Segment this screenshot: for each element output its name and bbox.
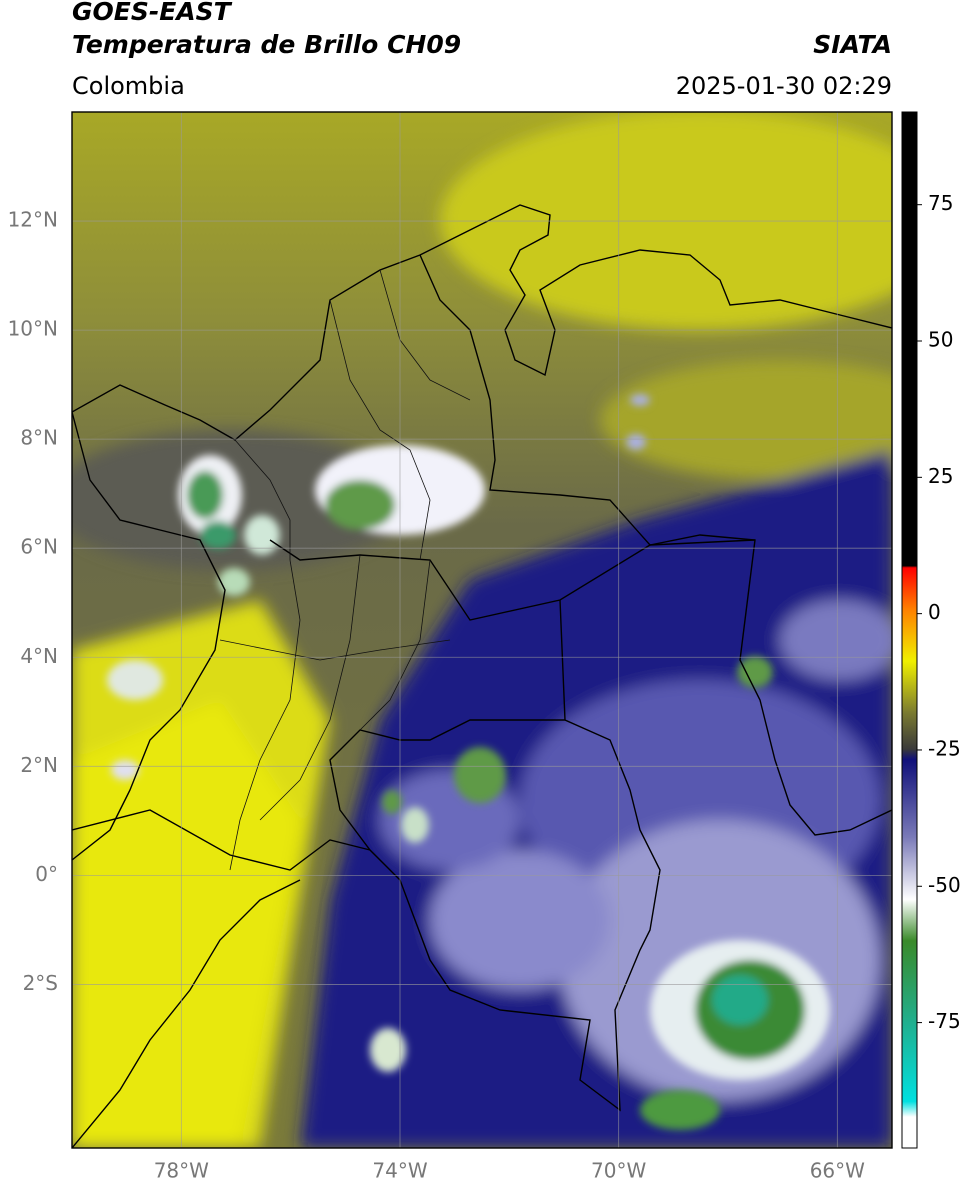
source: SIATA <box>813 30 892 59</box>
y-tick-label: 8°N <box>20 426 58 450</box>
datetime: 2025-01-30 02:29 <box>676 72 892 100</box>
x-tick-label: 66°W <box>810 1159 865 1183</box>
y-tick-label: 0° <box>35 862 58 886</box>
colorbar-tick-label: 50 <box>928 328 953 352</box>
colorbar-tick-label: -25 <box>928 736 961 760</box>
x-tick-label: 70°W <box>591 1159 646 1183</box>
x-tick-label: 74°W <box>372 1159 427 1183</box>
y-tick-label: 2°S <box>23 971 58 995</box>
y-tick-label: 10°N <box>8 317 58 341</box>
product-title: Temperatura de Brillo CH09 <box>72 30 461 59</box>
map-frame <box>71 111 893 1149</box>
borders <box>72 204 892 1148</box>
colorbar-ticks: 75 50 25 0 -25 -50 -75 <box>917 191 961 1033</box>
colorbar-tick-label: 0 <box>928 600 941 624</box>
y-tick-label: 4°N <box>20 644 58 668</box>
y-tick-label: 6°N <box>20 535 58 559</box>
colorbar-tick-label: -50 <box>928 873 961 897</box>
x-tick-label: 78°W <box>154 1159 209 1183</box>
colorbar <box>901 111 918 1149</box>
graticule: 78°W 74°W 70°W 66°W 12°N 10°N 8°N 6°N 4°N 2°N 0° 2°… <box>8 112 892 1183</box>
colorbar-tick-label: -75 <box>928 1009 961 1033</box>
colorbar-tick-label: 25 <box>928 464 953 488</box>
colorbar-tick-label: 75 <box>928 191 953 215</box>
satellite-image <box>72 112 892 1148</box>
satellite-title: GOES-EAST <box>72 0 233 26</box>
region: Colombia <box>72 72 185 100</box>
y-tick-label: 12°N <box>8 208 58 232</box>
y-tick-label: 2°N <box>20 753 58 777</box>
